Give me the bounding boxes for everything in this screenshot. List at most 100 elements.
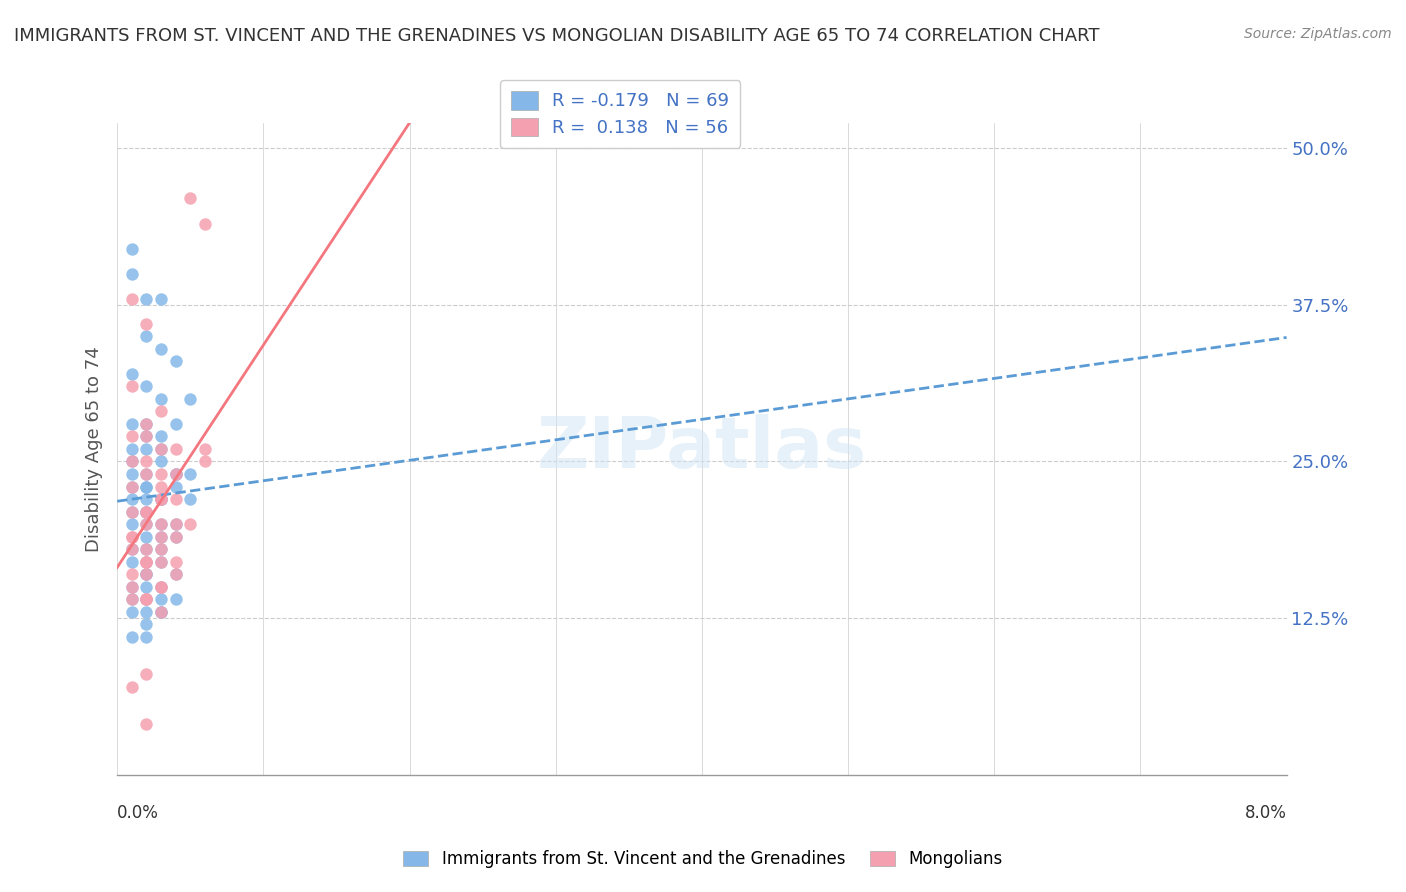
Point <box>165 354 187 368</box>
Point <box>121 491 143 506</box>
Text: 8.0%: 8.0% <box>1244 804 1286 822</box>
Point <box>150 592 173 607</box>
Point <box>135 491 157 506</box>
Point <box>121 592 143 607</box>
Point <box>150 491 173 506</box>
Point <box>135 479 157 493</box>
Point <box>121 517 143 532</box>
Point <box>135 605 157 619</box>
Point <box>121 479 143 493</box>
Point <box>165 467 187 481</box>
Point <box>165 517 187 532</box>
Point <box>121 555 143 569</box>
Point <box>135 555 157 569</box>
Point <box>150 292 173 306</box>
Point <box>150 580 173 594</box>
Legend: Immigrants from St. Vincent and the Grenadines, Mongolians: Immigrants from St. Vincent and the Gren… <box>396 844 1010 875</box>
Point <box>135 517 157 532</box>
Point <box>135 329 157 343</box>
Point <box>135 580 157 594</box>
Point <box>121 505 143 519</box>
Point <box>121 567 143 582</box>
Point <box>121 367 143 381</box>
Point <box>135 592 157 607</box>
Point <box>165 567 187 582</box>
Point <box>121 467 143 481</box>
Point <box>135 505 157 519</box>
Point <box>135 467 157 481</box>
Point <box>150 517 173 532</box>
Point <box>179 491 201 506</box>
Text: ZIPatlas: ZIPatlas <box>537 415 868 483</box>
Point <box>121 530 143 544</box>
Point <box>121 580 143 594</box>
Point <box>150 404 173 418</box>
Point <box>150 491 173 506</box>
Point <box>194 454 217 468</box>
Point <box>150 454 173 468</box>
Point <box>135 505 157 519</box>
Point <box>150 517 173 532</box>
Point <box>135 592 157 607</box>
Text: IMMIGRANTS FROM ST. VINCENT AND THE GRENADINES VS MONGOLIAN DISABILITY AGE 65 TO: IMMIGRANTS FROM ST. VINCENT AND THE GREN… <box>14 27 1099 45</box>
Point <box>135 567 157 582</box>
Point <box>135 555 157 569</box>
Point <box>121 605 143 619</box>
Text: 0.0%: 0.0% <box>117 804 159 822</box>
Point <box>135 467 157 481</box>
Point <box>194 217 217 231</box>
Point <box>135 417 157 431</box>
Point <box>150 555 173 569</box>
Point <box>165 442 187 456</box>
Point <box>121 530 143 544</box>
Point <box>135 429 157 443</box>
Point <box>121 542 143 557</box>
Point <box>179 517 201 532</box>
Point <box>165 530 187 544</box>
Point <box>135 442 157 456</box>
Point <box>121 442 143 456</box>
Point <box>135 555 157 569</box>
Point <box>135 567 157 582</box>
Point <box>121 267 143 281</box>
Text: Source: ZipAtlas.com: Source: ZipAtlas.com <box>1244 27 1392 41</box>
Point <box>135 505 157 519</box>
Point <box>135 429 157 443</box>
Point <box>165 592 187 607</box>
Point <box>135 617 157 632</box>
Point <box>121 379 143 393</box>
Point <box>165 467 187 481</box>
Point <box>121 630 143 644</box>
Point <box>150 392 173 406</box>
Point <box>121 542 143 557</box>
Point <box>135 542 157 557</box>
Point <box>165 555 187 569</box>
Point <box>135 454 157 468</box>
Point <box>121 680 143 694</box>
Point <box>135 555 157 569</box>
Point <box>165 417 187 431</box>
Point <box>121 454 143 468</box>
Point <box>150 442 173 456</box>
Point <box>150 542 173 557</box>
Point <box>150 429 173 443</box>
Point <box>135 592 157 607</box>
Point <box>121 592 143 607</box>
Point <box>135 630 157 644</box>
Point <box>150 491 173 506</box>
Point <box>150 491 173 506</box>
Point <box>135 379 157 393</box>
Point <box>121 505 143 519</box>
Point <box>121 580 143 594</box>
Point <box>121 417 143 431</box>
Point <box>135 567 157 582</box>
Point <box>121 242 143 256</box>
Point <box>179 392 201 406</box>
Point <box>135 292 157 306</box>
Point <box>150 342 173 356</box>
Point <box>150 479 173 493</box>
Point <box>150 542 173 557</box>
Point <box>150 605 173 619</box>
Point <box>165 467 187 481</box>
Point <box>121 429 143 443</box>
